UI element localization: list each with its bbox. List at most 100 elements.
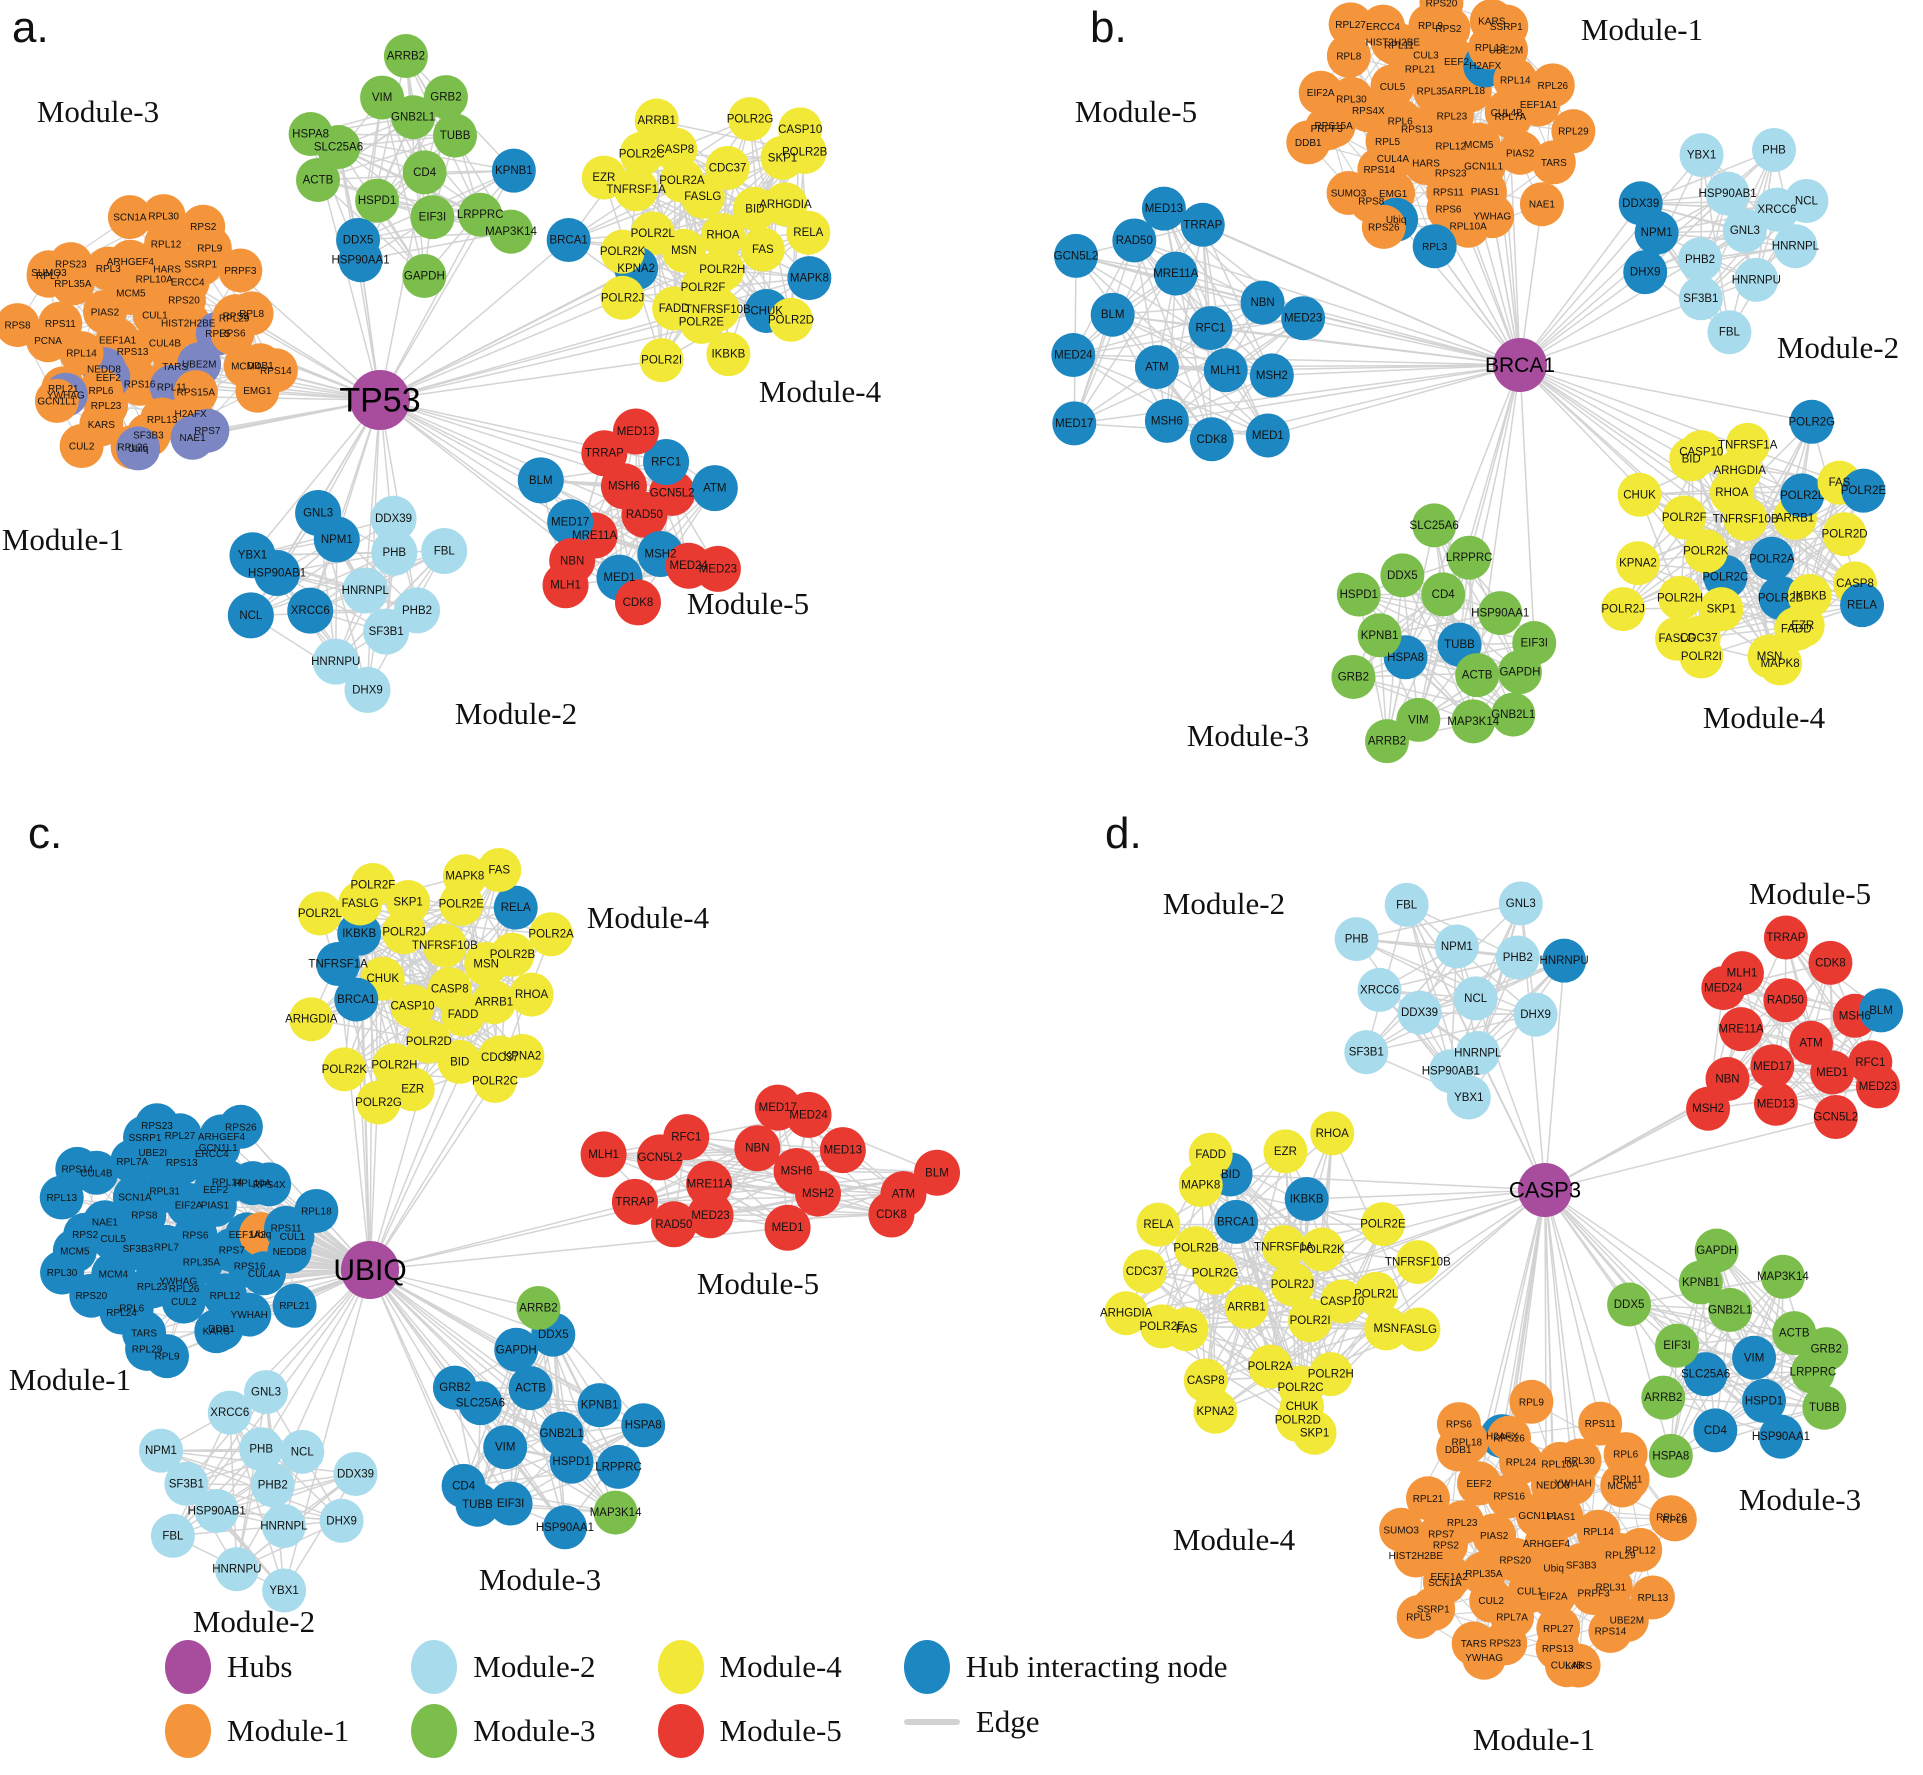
node-MED17[interactable] [1750,1044,1795,1089]
node-TNFRSF1A[interactable] [1725,422,1770,467]
node-RPL8[interactable] [1652,1497,1697,1542]
node-MED23[interactable] [694,545,741,592]
node-NAE1[interactable] [1519,182,1564,227]
node-HSPA8[interactable] [621,1403,666,1448]
node-TNFRSF1A[interactable] [1261,1225,1306,1270]
node-BID[interactable] [437,1039,482,1084]
node-MED13[interactable] [819,1127,866,1174]
node-RAD50[interactable] [1763,978,1808,1023]
node-RPL29[interactable] [1551,109,1596,154]
node-POLR2L[interactable] [297,891,342,936]
node-KPNB1[interactable] [577,1383,622,1428]
node-RFC1[interactable] [643,438,690,485]
node-Ubiq[interactable] [116,426,161,471]
node-EIF3I[interactable] [410,195,455,240]
node-RPL30[interactable] [40,1250,85,1295]
node-PHB2[interactable] [1495,935,1540,980]
node-KPNA2[interactable] [1615,541,1660,586]
node-GRB2[interactable] [1331,654,1376,699]
node-PHB[interactable] [239,1427,284,1472]
node-HNRNPU[interactable] [1734,257,1779,302]
node-KPNA2[interactable] [1193,1389,1238,1434]
node-CD4[interactable] [1693,1408,1738,1453]
node-GCN5L2[interactable] [1054,233,1099,278]
node-RPS14[interactable] [55,1146,100,1191]
node-HNRNPU[interactable] [214,1547,259,1592]
node-CASP10[interactable] [1679,430,1724,475]
node-DDX39[interactable] [333,1451,378,1496]
node-POLR2E[interactable] [1360,1202,1405,1247]
node-FBL[interactable] [1384,882,1429,927]
node-POLR2K[interactable] [1683,529,1728,574]
node-SKP1[interactable] [1292,1410,1337,1455]
node-POLR2F[interactable] [350,862,395,907]
node-MAPK8[interactable] [787,256,832,301]
node-POLR2L[interactable] [1354,1271,1399,1316]
node-TUBB[interactable] [1802,1385,1847,1430]
node-POLR2D[interactable] [769,297,814,342]
node-VIM[interactable] [483,1425,528,1470]
node-PHB[interactable] [1752,127,1797,172]
node-EIF3I[interactable] [488,1481,533,1526]
node-RELA[interactable] [786,210,831,255]
node-VIM[interactable] [360,75,405,120]
node-CDK8[interactable] [614,579,661,626]
node-RPL6[interactable] [1603,1432,1648,1477]
node-CDC37[interactable] [705,145,750,190]
node-RPL21[interactable] [272,1283,317,1328]
node-FADD[interactable] [1188,1132,1233,1177]
node-ARHGDIA[interactable] [1104,1291,1149,1336]
node-YWHAH[interactable] [227,1292,272,1337]
node-CUL2[interactable] [59,424,104,469]
node-RPL30[interactable] [1557,1438,1602,1483]
node-NBN[interactable] [1240,280,1285,325]
node-SF3B1[interactable] [164,1461,209,1506]
node-TRRAP[interactable] [1763,915,1808,960]
node-RPL5[interactable] [1396,1594,1441,1639]
node-ATM[interactable] [1134,345,1179,390]
node-TNFRSF1A[interactable] [316,941,361,986]
node-GNL3[interactable] [244,1370,289,1415]
node-CUL4B[interactable] [1544,1643,1589,1688]
node-DHX9[interactable] [344,666,391,713]
node-NCL[interactable] [1784,179,1829,224]
node-MSH2[interactable] [1249,353,1294,398]
node-ERCC4[interactable] [1360,4,1405,49]
node-POLR2I[interactable] [639,338,684,383]
node-RPL7[interactable] [26,253,71,298]
node-DDX39[interactable] [370,495,417,542]
node-HSPD1[interactable] [355,178,400,223]
node-RPL10A[interactable] [1446,203,1491,248]
node-GNB2L1[interactable] [1708,1287,1753,1332]
node-TNFRSF10B[interactable] [422,923,467,968]
node-POLR2F[interactable] [1139,1304,1184,1349]
node-DDX5[interactable] [1607,1282,1652,1327]
node-EIF2A[interactable] [1298,70,1343,115]
node-ARRB2[interactable] [383,34,428,79]
node-HSP90AB1[interactable] [1705,171,1750,216]
node-MRE11A[interactable] [1153,251,1198,296]
node-RPL9[interactable] [187,226,232,271]
node-SCN1A[interactable] [107,195,152,240]
node-EEF2[interactable] [1457,1461,1502,1506]
node-MAP3K14[interactable] [1451,699,1496,744]
node-PHB2[interactable] [1678,237,1723,282]
node-BLM[interactable] [1859,988,1904,1033]
node-RPL26[interactable] [1530,63,1575,108]
node-CASP10[interactable] [1320,1279,1365,1324]
node-RPL27[interactable] [1328,2,1373,47]
node-POLR2E[interactable] [1841,468,1886,513]
node-CASP10[interactable] [390,984,435,1029]
node-RELA[interactable] [1136,1202,1181,1247]
node-RPL8[interactable] [1326,33,1371,78]
hub-CASP3[interactable] [1518,1163,1572,1217]
node-ARHGDIA[interactable] [289,997,334,1042]
hub-BRCA1[interactable] [1493,338,1547,392]
node-CD4[interactable] [402,150,447,195]
node-GAPDH[interactable] [1694,1228,1739,1273]
node-RPL9[interactable] [144,1334,189,1379]
hub-UBIQ[interactable] [341,1241,399,1299]
node-SF3B1[interactable] [1344,1030,1389,1075]
node-HSP90AA1[interactable] [1758,1414,1803,1459]
node-RPS23[interactable] [134,1103,179,1148]
